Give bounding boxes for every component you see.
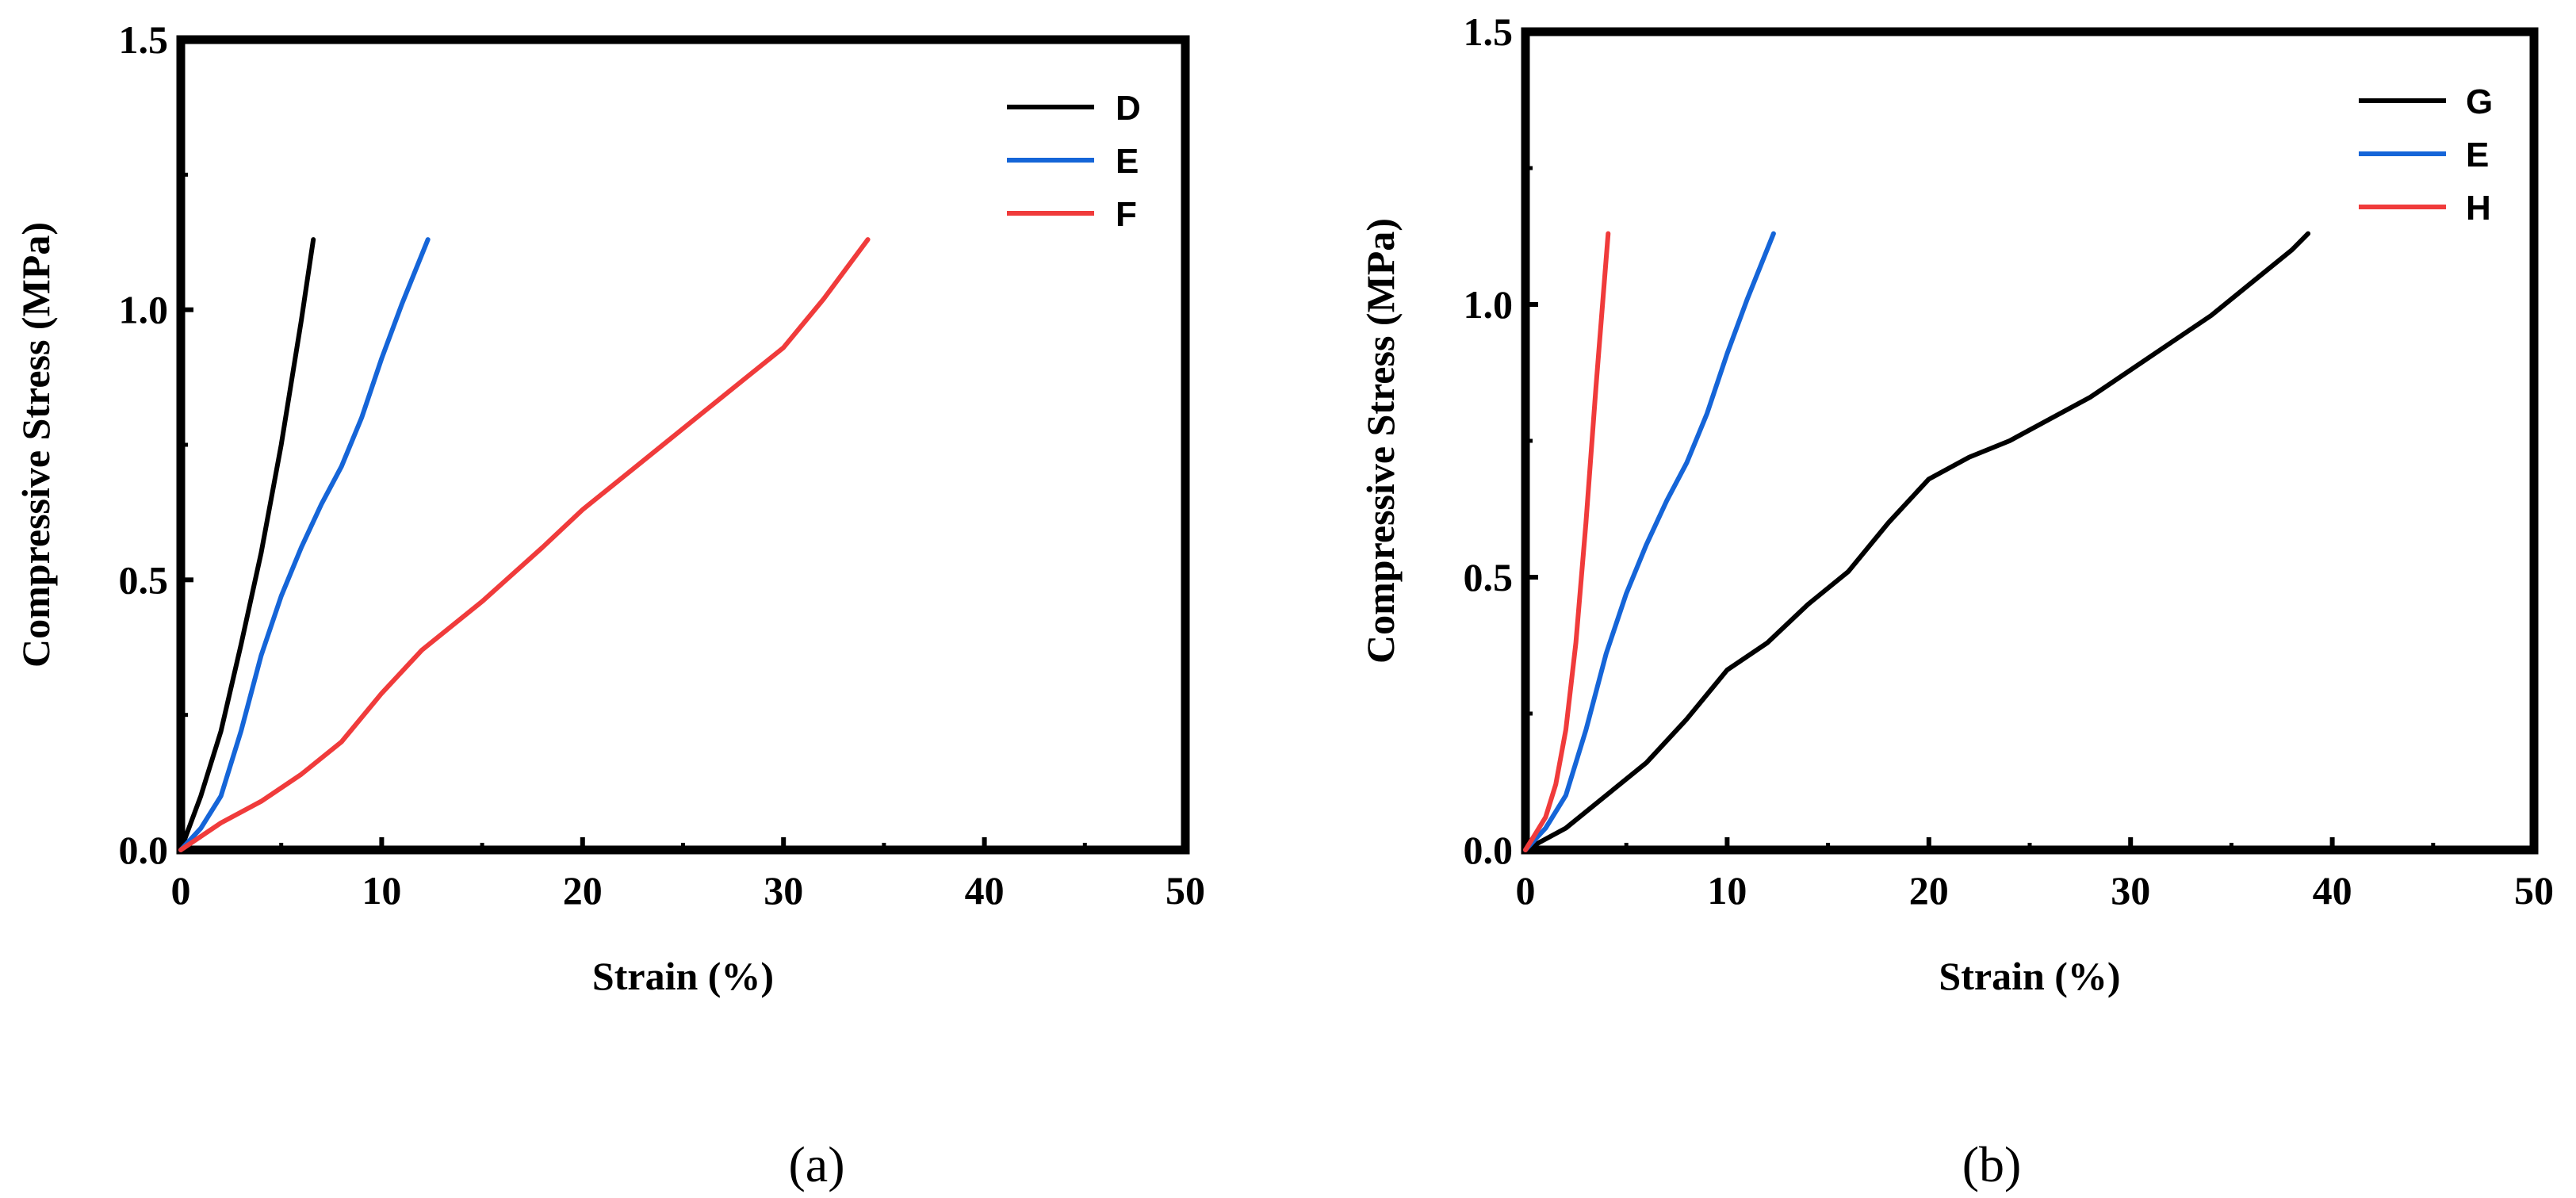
panel-b: 0 10 20 30 40 50 0.0 0.5 1.0 1.5 Strain (%) Compres… <box>1358 10 2554 1192</box>
series-line-E <box>178 237 431 852</box>
y-tick-label: 1.5 <box>1464 10 1514 54</box>
series-line-G <box>1523 231 2311 852</box>
y-tick-label: 1.0 <box>1464 282 1514 327</box>
x-tick-label: 50 <box>1166 868 1205 913</box>
x-tick-label: 0 <box>171 868 191 913</box>
legend-label-E: E <box>2466 136 2489 174</box>
panel-caption: (b) <box>1962 1136 2022 1192</box>
y-axis-title: Compressive Stress (MPa) <box>13 222 58 668</box>
x-tick-label: 20 <box>1909 868 1949 913</box>
x-tick-label: 30 <box>764 868 803 913</box>
panel-a: 0 10 20 30 40 50 0.0 0.5 1.0 1.5 Strain (%) Compres… <box>13 17 1205 1192</box>
y-tick-label: 0.5 <box>1464 555 1514 599</box>
series-line-E <box>1523 231 1776 852</box>
y-axis-title: Compressive Stress (MPa) <box>1358 218 1403 664</box>
y-tick-label: 0.0 <box>1464 828 1514 872</box>
x-axis-title: Strain (%) <box>1939 954 2120 998</box>
panel-caption: (a) <box>788 1136 844 1192</box>
x-axis-title: Strain (%) <box>592 954 774 998</box>
legend-label-E: E <box>1116 142 1139 181</box>
x-tick-label: 40 <box>965 868 1005 913</box>
x-tick-label: 50 <box>2514 868 2554 913</box>
x-tick-label: 10 <box>362 868 401 913</box>
series-line-H <box>1523 231 1611 852</box>
legend-label-F: F <box>1116 195 1137 234</box>
x-tick-label: 10 <box>1707 868 1747 913</box>
y-tick-label: 1.5 <box>119 17 169 62</box>
y-tick-label: 0.0 <box>119 828 169 872</box>
legend-label-G: G <box>2466 82 2493 121</box>
legend-label-D: D <box>1116 89 1141 128</box>
x-tick-label: 40 <box>2313 868 2352 913</box>
x-tick-label: 0 <box>1516 868 1536 913</box>
legend-label-H: H <box>2466 189 2491 228</box>
x-tick-label: 20 <box>563 868 603 913</box>
x-tick-label: 30 <box>2111 868 2150 913</box>
y-tick-label: 0.5 <box>119 557 169 602</box>
y-tick-label: 1.0 <box>119 288 169 332</box>
series-line-D <box>178 237 316 852</box>
series-line-F <box>178 237 871 852</box>
